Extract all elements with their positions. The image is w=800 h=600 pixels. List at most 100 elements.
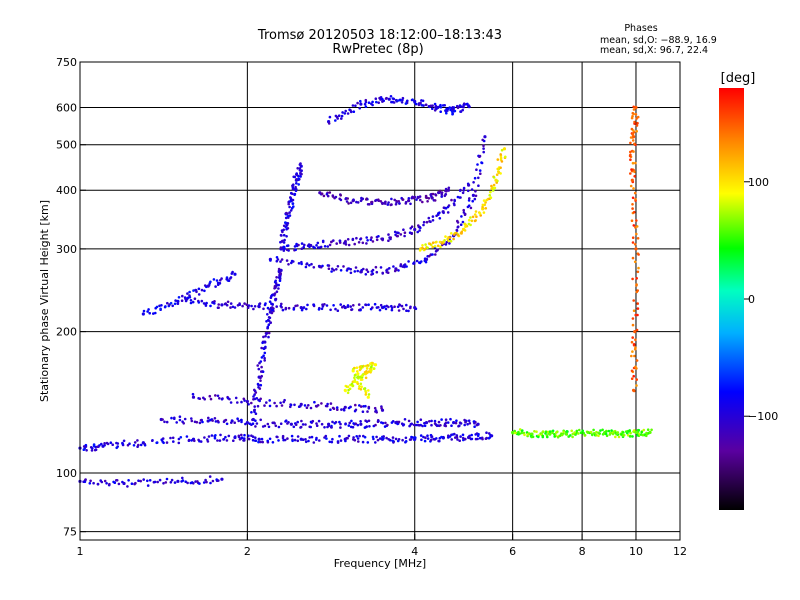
- echo-point: [437, 420, 441, 424]
- echo-point: [139, 479, 142, 483]
- echo-point: [263, 359, 267, 362]
- echo-point: [297, 243, 300, 247]
- data-points: [78, 95, 653, 488]
- echo-point: [287, 306, 291, 310]
- echo-point: [631, 161, 635, 165]
- echo-point: [424, 196, 428, 199]
- echo-point: [367, 101, 371, 104]
- echo-point: [366, 441, 370, 444]
- echo-point: [305, 307, 308, 311]
- echo-point: [361, 410, 365, 414]
- echo-point: [130, 482, 134, 486]
- echo-point: [434, 104, 438, 108]
- echo-point: [425, 220, 429, 224]
- echo-point: [629, 172, 632, 175]
- echo-point: [187, 438, 191, 442]
- echo-point: [263, 404, 266, 407]
- echo-point: [234, 396, 238, 400]
- echo-point: [461, 433, 465, 437]
- echo-point: [325, 192, 329, 196]
- echo-point: [445, 111, 448, 115]
- echo-point: [637, 266, 640, 270]
- data-point: [441, 210, 445, 214]
- echo-point: [429, 220, 432, 223]
- echo-point: [614, 435, 617, 439]
- echo-point: [316, 241, 320, 245]
- echo-point: [500, 148, 504, 152]
- echo-point: [476, 163, 479, 166]
- echo-point: [479, 172, 482, 175]
- echo-point: [286, 244, 290, 247]
- echo-point: [622, 431, 625, 434]
- echo-point: [415, 259, 419, 263]
- echo-point: [254, 419, 257, 423]
- echo-point: [365, 242, 368, 245]
- echo-point: [456, 233, 460, 237]
- echo-point: [438, 240, 442, 244]
- echo-point: [323, 436, 326, 439]
- echo-point: [356, 423, 360, 427]
- echo-point: [630, 340, 634, 344]
- echo-point: [429, 104, 432, 108]
- data-point: [245, 421, 249, 425]
- echo-point: [485, 431, 488, 435]
- echo-point: [401, 198, 405, 201]
- echo-point: [197, 293, 201, 296]
- echo-point: [148, 311, 151, 315]
- echo-point: [384, 307, 388, 311]
- echo-point: [575, 429, 579, 433]
- echo-point: [277, 425, 281, 429]
- echo-point: [146, 310, 149, 313]
- echo-point: [216, 394, 220, 398]
- echo-point: [360, 198, 364, 201]
- echo-point: [487, 436, 491, 440]
- echo-point: [444, 189, 447, 193]
- echo-point: [369, 362, 372, 365]
- echo-point: [116, 445, 119, 448]
- echo-point: [462, 211, 466, 214]
- echo-point: [248, 422, 251, 426]
- echo-point: [459, 110, 463, 113]
- echo-point: [257, 367, 261, 371]
- chart-title: Tromsø 20120503 18:12:00–18:13:43: [257, 28, 502, 43]
- echo-point: [632, 108, 636, 111]
- echo-point: [370, 236, 373, 239]
- echo-point: [298, 167, 302, 170]
- echo-point: [280, 258, 284, 261]
- echo-point: [351, 384, 355, 388]
- echo-point: [154, 311, 157, 315]
- echo-point: [592, 428, 595, 432]
- echo-point: [541, 430, 545, 433]
- echo-point: [266, 313, 269, 316]
- echo-point: [496, 158, 500, 161]
- echo-point: [327, 264, 331, 267]
- echo-point: [394, 437, 398, 441]
- echo-point: [419, 198, 422, 202]
- echo-point: [463, 223, 467, 226]
- echo-point: [369, 367, 372, 371]
- echo-point: [340, 114, 344, 118]
- echo-point: [456, 221, 460, 224]
- echo-point: [247, 437, 251, 441]
- echo-point: [546, 435, 549, 439]
- echo-point: [121, 442, 125, 446]
- echo-point: [346, 112, 350, 115]
- echo-point: [279, 272, 283, 276]
- echo-point: [482, 199, 486, 202]
- echo-point: [196, 480, 199, 483]
- echo-point: [175, 421, 178, 424]
- echo-point: [137, 479, 140, 483]
- echo-point: [92, 443, 96, 446]
- echo-point: [349, 425, 353, 429]
- echo-point: [284, 420, 287, 423]
- echo-point: [444, 187, 448, 191]
- data-point: [101, 444, 105, 448]
- echo-point: [204, 304, 208, 307]
- echo-point: [170, 478, 174, 482]
- echo-point: [427, 197, 431, 200]
- echo-point: [160, 304, 163, 307]
- echo-point: [411, 98, 414, 101]
- echo-point: [226, 277, 229, 281]
- echo-point: [263, 356, 266, 360]
- data-point: [490, 434, 494, 438]
